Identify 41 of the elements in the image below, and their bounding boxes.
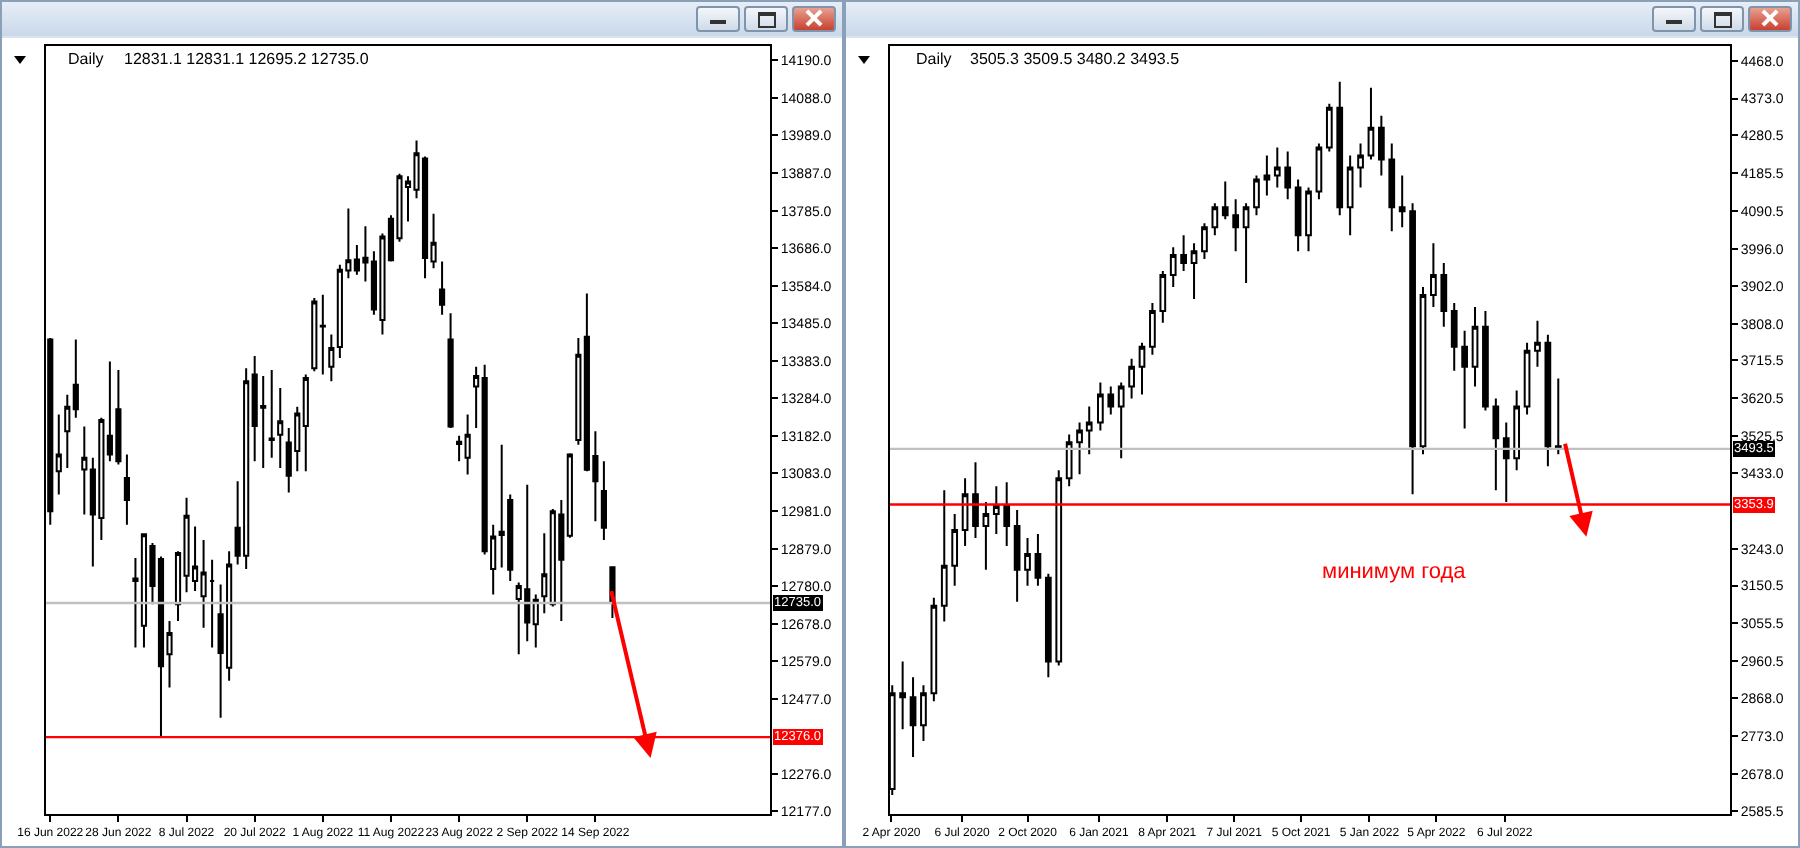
candlestick [1554,377,1562,456]
candlestick [140,532,148,649]
candlestick [1471,305,1479,388]
candlestick [920,684,927,743]
chart-subtitle: 12831.1 12831.1 12695.2 12735.0 [124,50,370,68]
candlestick [1138,341,1146,396]
candlestick [982,501,990,571]
candlestick [1190,242,1198,300]
candlestick [447,312,454,429]
candlestick [311,297,318,373]
candlestick [1315,142,1323,201]
candlestick [319,293,326,376]
candlestick [1034,532,1042,587]
candlestick [1013,509,1021,603]
candlestick [1024,536,1031,587]
candlestick [1367,86,1375,161]
chart-title: Daily [68,50,104,68]
candlestick [464,413,471,476]
candlestick [600,460,607,541]
candlestick [438,260,446,316]
annotation: минимум года [1322,560,1468,584]
candlestick [268,369,275,459]
candlestick [1544,333,1552,468]
candlestick [302,373,309,473]
candlestick [277,387,284,469]
candlestick [961,477,969,547]
candlestick [930,596,938,703]
chart-title: Daily [916,50,952,68]
candlestick [1419,286,1427,456]
candlestick [1534,319,1541,368]
candlestick [1242,202,1250,285]
candlestick [1263,154,1271,197]
candlestick [1294,178,1302,253]
candlestick [123,453,130,526]
candlestick [1523,341,1531,416]
candlestick [115,369,122,466]
candlestick [1305,186,1312,253]
chart-subtitle: 3505.3 3509.5 3480.2 3493.5 [970,50,1181,68]
candlestick [909,676,917,759]
candlestick [972,461,979,539]
candlestick [1253,174,1260,217]
